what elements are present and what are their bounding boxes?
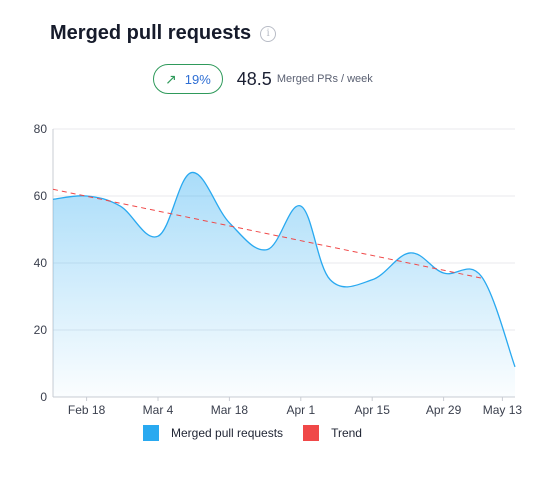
y-tick-label: 20 <box>34 323 48 337</box>
legend-item-trend[interactable]: Trend <box>303 425 362 441</box>
legend-item-merged[interactable]: Merged pull requests <box>143 425 283 441</box>
change-badge: ↗ 19% <box>153 64 223 94</box>
change-value: 19% <box>184 71 211 87</box>
kpi-unit: Merged PRs / week <box>276 73 373 85</box>
legend: Merged pull requests Trend <box>143 425 382 441</box>
x-axis: Feb 18 Mar 4 Mar 18 Apr 1 Apr 15 Apr 29 May 13 <box>53 396 523 417</box>
area-fill <box>53 172 515 397</box>
kpi-summary: ↗ 19% 48.5 Merged PRs / week <box>153 64 373 94</box>
x-tick-label: Mar 4 <box>143 403 174 417</box>
x-tick-label: May 13 <box>483 403 523 417</box>
kpi-value: 48.5 <box>236 68 272 89</box>
y-tick-label: 0 <box>40 390 47 404</box>
info-icon[interactable]: i <box>260 25 277 42</box>
x-tick-label: Apr 29 <box>426 403 462 417</box>
arrow-up-right-icon: ↗ <box>165 70 177 87</box>
chart-title: Merged pull requests i <box>50 22 277 45</box>
x-tick-label: Mar 18 <box>211 403 249 417</box>
x-tick-label: Apr 15 <box>355 403 391 417</box>
legend-label-merged: Merged pull requests <box>171 426 284 440</box>
legend-label-trend: Trend <box>331 426 362 440</box>
y-tick-label: 60 <box>34 189 48 203</box>
y-tick-label: 40 <box>34 256 48 270</box>
trend-line <box>52 188 482 279</box>
x-tick-label: Feb 18 <box>68 403 106 417</box>
y-tick-label: 80 <box>34 122 48 136</box>
x-tick-label: Apr 1 <box>286 403 315 417</box>
series-line <box>52 171 516 368</box>
legend-swatch-merged <box>143 425 159 441</box>
chart-title-text: Merged pull requests <box>50 22 252 44</box>
legend-swatch-trend <box>303 425 320 441</box>
y-axis: 0 20 40 60 80 <box>34 122 54 404</box>
